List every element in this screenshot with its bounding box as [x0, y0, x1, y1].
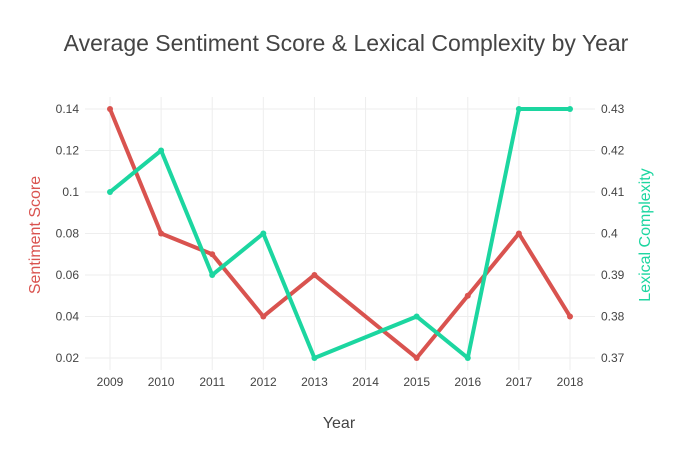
x-axis-ticks: 2009 2010 2011 2012 2013 2014 2015 2016 2017 2018 [97, 375, 584, 389]
y-tick-label: 0.02 [56, 351, 80, 365]
x-tick-label: 2014 [352, 375, 379, 389]
lexical-data-point [158, 147, 165, 154]
y-tick-label: 0.1 [62, 185, 79, 199]
lexical-data-point [413, 313, 420, 320]
x-axis-title: Year [323, 415, 356, 432]
sentiment-data-point [209, 251, 216, 258]
x-tick-label: 2009 [97, 375, 124, 389]
y2-tick-label: 0.39 [601, 268, 625, 282]
x-tick-label: 2015 [403, 375, 430, 389]
x-tick-label: 2016 [454, 375, 481, 389]
lexical-data-point [260, 230, 267, 237]
sentiment-data-point [464, 292, 471, 299]
x-tick-label: 2018 [557, 375, 584, 389]
lexical-data-point [107, 189, 113, 196]
sentiment-data-point [107, 106, 113, 113]
y2-tick-label: 0.37 [601, 351, 625, 365]
y2-tick-label: 0.4 [601, 227, 618, 241]
y2-tick-label: 0.43 [601, 102, 625, 116]
x-tick-label: 2010 [148, 375, 175, 389]
x-tick-label: 2012 [250, 375, 277, 389]
y-axis-left-ticks: 0.02 0.04 0.06 0.08 0.1 0.12 0.14 [56, 102, 80, 365]
y-axis-right-title: Lexical Complexity [637, 168, 654, 301]
lexical-data-point [567, 106, 573, 113]
gridlines [85, 97, 595, 370]
y2-tick-label: 0.38 [601, 309, 625, 323]
sentiment-data-point [311, 271, 318, 278]
y-axis-right-ticks: 0.37 0.38 0.39 0.4 0.41 0.42 0.43 [601, 102, 625, 365]
lexical-data-point [515, 106, 522, 113]
x-tick-label: 2013 [301, 375, 328, 389]
y-tick-label: 0.04 [56, 309, 80, 323]
sentiment-data-point [260, 313, 267, 320]
y2-tick-label: 0.42 [601, 144, 625, 158]
chart-title: Average Sentiment Score & Lexical Comple… [64, 30, 629, 56]
x-tick-label: 2017 [506, 375, 533, 389]
y-tick-label: 0.08 [56, 227, 80, 241]
x-tick-label: 2011 [199, 375, 225, 389]
sentiment-data-point [158, 230, 165, 237]
y-tick-label: 0.12 [56, 144, 80, 158]
y-axis-left-title: Sentiment Score [27, 176, 44, 294]
lexical-data-point [311, 354, 318, 361]
y2-tick-label: 0.41 [601, 185, 625, 199]
series-layer [107, 106, 573, 361]
lexical-data-point [464, 354, 471, 361]
sentiment-data-point [413, 354, 420, 361]
y-tick-label: 0.14 [56, 102, 80, 116]
lexical-data-point [209, 271, 216, 278]
sentiment-data-point [567, 313, 573, 320]
sentiment-data-point [515, 230, 522, 237]
y-tick-label: 0.06 [56, 268, 80, 282]
